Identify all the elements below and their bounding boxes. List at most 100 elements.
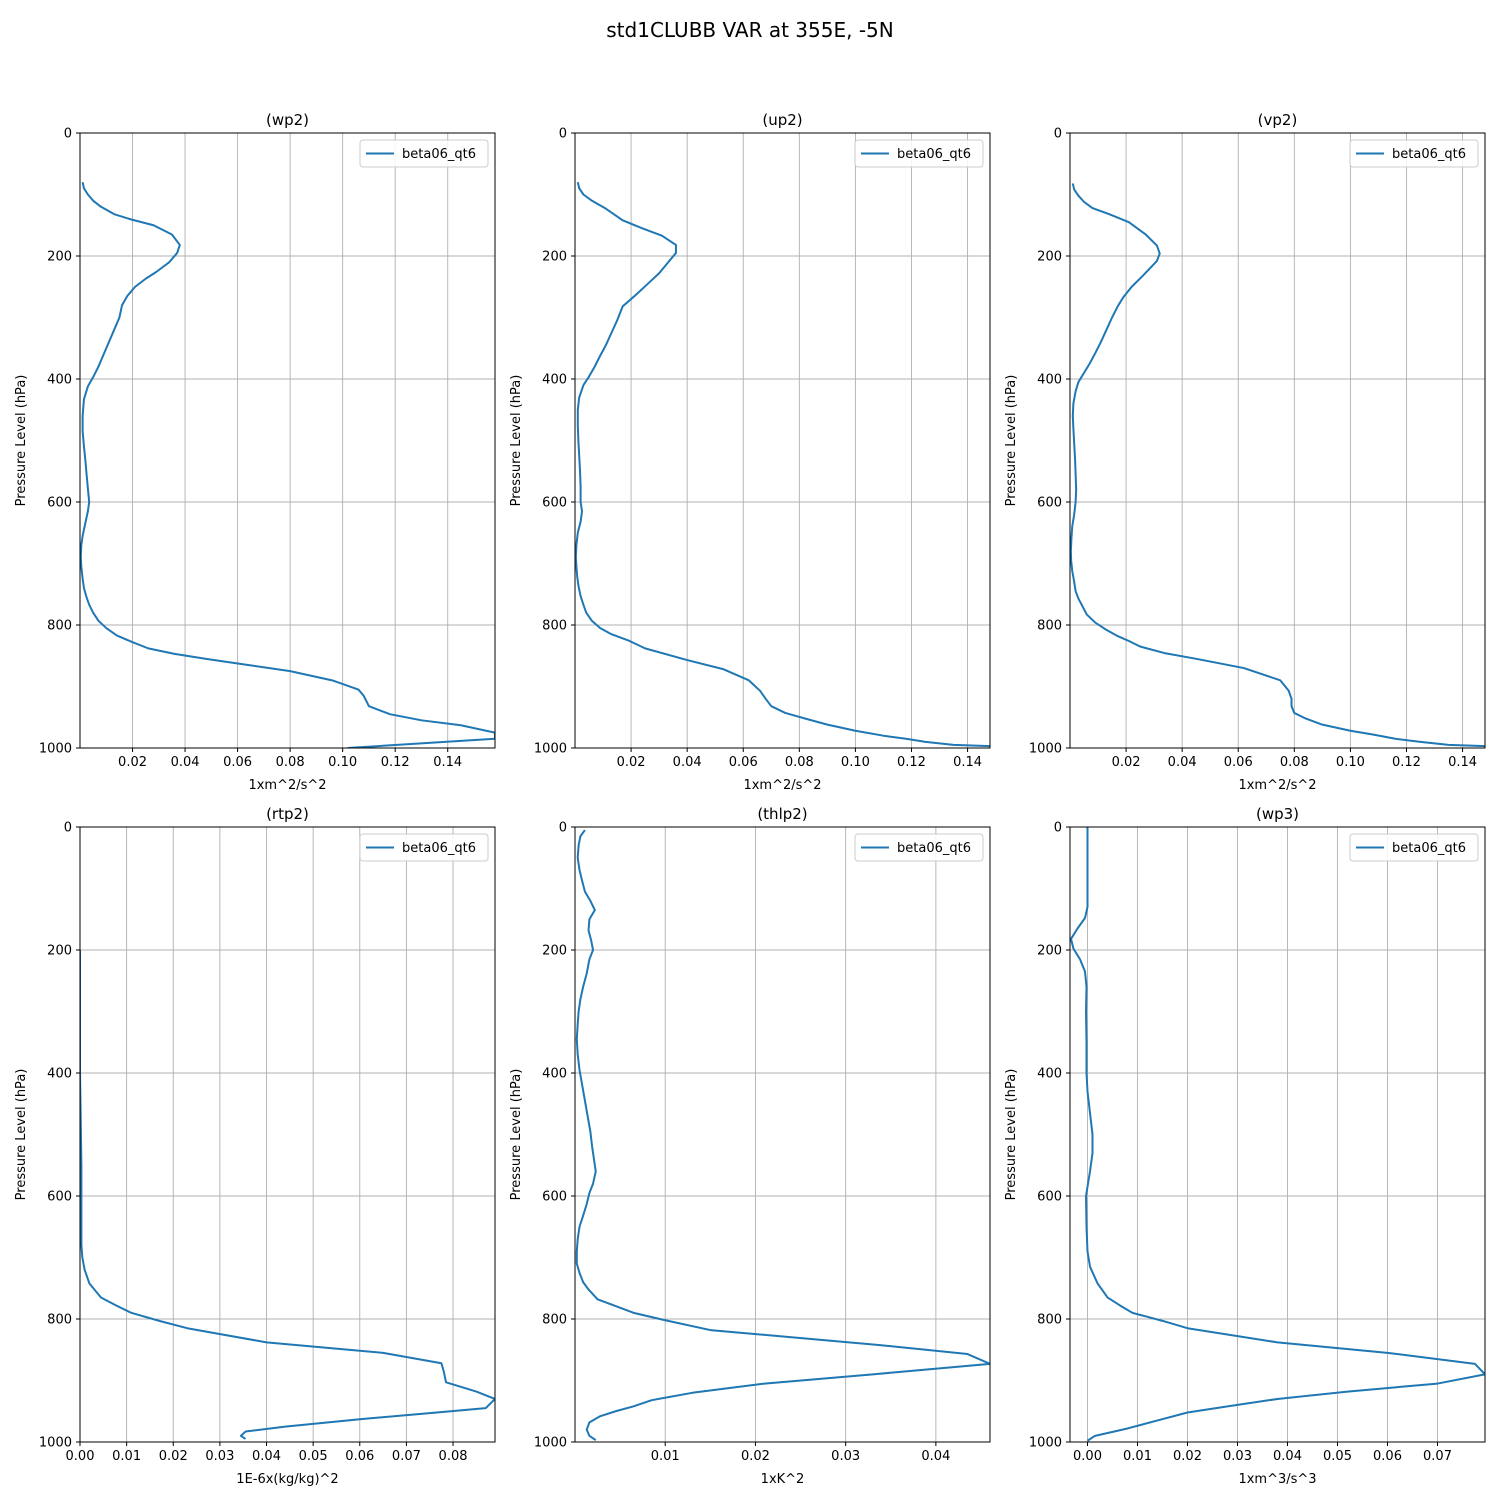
y-tick-label: 800 [1037, 1313, 1062, 1328]
panels-grid: 0.02 0.04 0.06 0.08 0.10 0.12 0.14 0 200 400 600 80… [14, 111, 1486, 1487]
x-tick-label: 0.04 [171, 755, 200, 770]
y-tick-label: 400 [542, 373, 567, 388]
y-tick-label: 400 [47, 373, 72, 388]
y-axis-label: Pressure Level (hPa) [1004, 1069, 1019, 1201]
legend-box [1349, 139, 1479, 168]
x-tick-label: 0.00 [1073, 1449, 1102, 1464]
x-tick-label: 0.07 [392, 1449, 421, 1464]
subplot-title: (rtp2) [266, 805, 309, 823]
legend-box [359, 139, 489, 168]
x-tick-label: 0.10 [1336, 755, 1365, 770]
series-line-beta06_qt6 [80, 181, 495, 748]
legend-box [854, 833, 984, 862]
subplot-0: 0.02 0.04 0.06 0.08 0.10 0.12 0.14 0 200 400 600 80… [14, 111, 496, 793]
y-tick-label: 1000 [39, 1436, 72, 1451]
y-axis-label: Pressure Level (hPa) [509, 1069, 524, 1201]
y-axis-label: Pressure Level (hPa) [14, 1069, 29, 1201]
y-axis-label: Pressure Level (hPa) [1004, 375, 1019, 507]
x-axis-label: 1xm^2/s^2 [743, 778, 821, 793]
y-tick-label: 1000 [1029, 742, 1062, 757]
y-tick-label: 200 [542, 250, 567, 265]
legend-label: beta06_qt6 [402, 147, 476, 162]
legend: beta06_qt6 [1349, 139, 1479, 168]
y-tick-label: 0 [64, 821, 72, 836]
x-tick-label: 0.01 [112, 1449, 141, 1464]
legend: beta06_qt6 [359, 833, 489, 862]
y-tick-label: 1000 [534, 742, 567, 757]
axes-frame [1069, 132, 1486, 749]
axes-frame [79, 826, 496, 1443]
subplot-2: 0.02 0.04 0.06 0.08 0.10 0.12 0.14 0 200 400 600 80… [1004, 111, 1486, 793]
subplot-3: 0.00 0.01 0.02 0.03 0.04 0.05 0.06 0.07 0.08 0 200… [14, 805, 496, 1487]
legend: beta06_qt6 [854, 833, 984, 862]
y-tick-label: 200 [47, 250, 72, 265]
subplot-1: 0.02 0.04 0.06 0.08 0.10 0.12 0.14 0 200 400 600 80… [509, 111, 991, 793]
series-line-beta06_qt6 [575, 829, 990, 1441]
x-tick-label: 0.08 [1280, 755, 1309, 770]
y-tick-label: 800 [542, 1313, 567, 1328]
y-tick-label: 600 [47, 1190, 72, 1205]
x-tick-label: 0.08 [439, 1449, 468, 1464]
x-tick-label: 0.01 [651, 1449, 680, 1464]
legend: beta06_qt6 [359, 139, 489, 168]
y-tick-label: 200 [47, 944, 72, 959]
x-tick-label: 0.10 [841, 755, 870, 770]
x-tick-label: 0.07 [1423, 1449, 1452, 1464]
x-axis-label: 1xK^2 [761, 1472, 805, 1487]
x-tick-label: 0.04 [252, 1449, 281, 1464]
x-tick-label: 0.00 [66, 1449, 95, 1464]
x-tick-label: 0.05 [299, 1449, 328, 1464]
legend-label: beta06_qt6 [897, 841, 971, 856]
x-tick-label: 0.03 [831, 1449, 860, 1464]
y-tick-label: 400 [47, 1067, 72, 1082]
x-tick-label: 0.03 [1223, 1449, 1252, 1464]
x-axis-label: 1xm^2/s^2 [248, 778, 326, 793]
axes-frame [79, 132, 496, 749]
y-tick-label: 1000 [39, 742, 72, 757]
x-tick-label: 0.10 [328, 755, 357, 770]
y-tick-label: 0 [559, 127, 567, 142]
y-tick-label: 400 [1037, 1067, 1062, 1082]
x-tick-label: 0.14 [433, 755, 462, 770]
y-tick-label: 200 [1037, 944, 1062, 959]
y-tick-label: 800 [1037, 619, 1062, 634]
y-tick-label: 0 [559, 821, 567, 836]
legend-label: beta06_qt6 [1392, 841, 1466, 856]
legend-label: beta06_qt6 [897, 147, 971, 162]
x-tick-label: 0.12 [381, 755, 410, 770]
x-tick-label: 0.14 [953, 755, 982, 770]
y-tick-label: 800 [47, 619, 72, 634]
x-tick-label: 0.02 [159, 1449, 188, 1464]
y-tick-label: 800 [47, 1313, 72, 1328]
subplot-5: 0.00 0.01 0.02 0.03 0.04 0.05 0.06 0.07 0 200 400 6… [1004, 805, 1486, 1487]
x-tick-label: 0.08 [785, 755, 814, 770]
x-axis-label: 1xm^3/s^3 [1238, 1472, 1316, 1487]
y-tick-label: 1000 [534, 1436, 567, 1451]
x-tick-label: 0.02 [1112, 755, 1141, 770]
series-line-beta06_qt6 [80, 950, 495, 1440]
figure-title: std1CLUBB VAR at 355E, -5N [606, 18, 893, 42]
y-tick-label: 600 [542, 1190, 567, 1205]
x-tick-label: 0.06 [345, 1449, 374, 1464]
x-tick-label: 0.04 [1168, 755, 1197, 770]
x-tick-label: 0.04 [921, 1449, 950, 1464]
x-tick-label: 0.04 [1273, 1449, 1302, 1464]
x-tick-label: 0.02 [1173, 1449, 1202, 1464]
legend: beta06_qt6 [1349, 833, 1479, 862]
y-tick-label: 600 [1037, 1190, 1062, 1205]
x-tick-label: 0.04 [673, 755, 702, 770]
legend-label: beta06_qt6 [402, 841, 476, 856]
series-line-beta06_qt6 [1070, 827, 1485, 1442]
x-axis-label: 1xm^2/s^2 [1238, 778, 1316, 793]
y-tick-label: 200 [542, 944, 567, 959]
subplot-title: (wp3) [1256, 805, 1299, 823]
x-tick-label: 0.02 [617, 755, 646, 770]
x-axis-label: 1E-6x(kg/kg)^2 [236, 1472, 338, 1487]
y-tick-label: 600 [542, 496, 567, 511]
y-tick-label: 0 [64, 127, 72, 142]
legend-box [359, 833, 489, 862]
subplot-title: (up2) [762, 111, 802, 129]
x-tick-label: 0.06 [1373, 1449, 1402, 1464]
